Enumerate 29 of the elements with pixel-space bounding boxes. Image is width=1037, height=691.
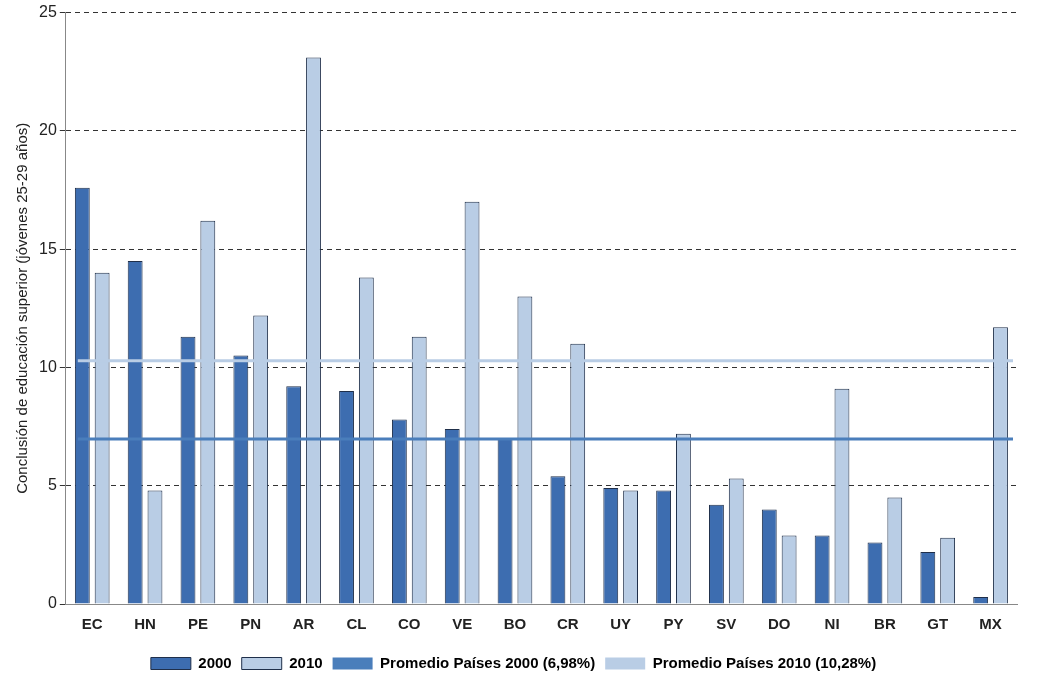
y-tick-label: 5 [47, 476, 57, 494]
x-tick-label: MX [979, 615, 1002, 633]
legend-label: 2000 [198, 653, 232, 671]
x-tick-label: BR [874, 615, 896, 633]
legend-label: Promedio Países 2000 (6,98%) [380, 653, 596, 671]
x-tick-label: NI [824, 615, 840, 633]
x-tick-label: SV [716, 615, 737, 633]
x-tick-label: CL [346, 615, 367, 633]
x-tick-label: GT [927, 615, 949, 633]
x-tick-label: PE [187, 615, 208, 633]
legend-label: Promedio Países 2010 (10,28%) [652, 653, 877, 671]
y-tick-label: 20 [39, 121, 57, 139]
x-tick-label: CR [556, 615, 579, 633]
x-tick-label: AR [292, 615, 315, 633]
x-tick-label: PY [663, 615, 684, 633]
y-tick-label: 10 [39, 357, 57, 375]
x-tick-label: VE [452, 615, 473, 633]
y-axis-title: Conclusión de educación superior (jóvenes 25-29 años) [13, 122, 31, 494]
y-tick-label: 25 [39, 3, 57, 21]
legend-label: 2010 [289, 653, 323, 671]
x-tick-label: DO [767, 615, 791, 633]
x-tick-label: HN [134, 615, 156, 633]
y-tick-label: 15 [39, 239, 57, 257]
x-tick-label: EC [81, 615, 103, 633]
x-tick-label: BO [503, 615, 527, 633]
x-tick-label: CO [398, 615, 421, 633]
y-tick-label: 0 [47, 594, 57, 612]
x-tick-label: UY [610, 615, 632, 633]
x-tick-label: PN [240, 615, 262, 633]
